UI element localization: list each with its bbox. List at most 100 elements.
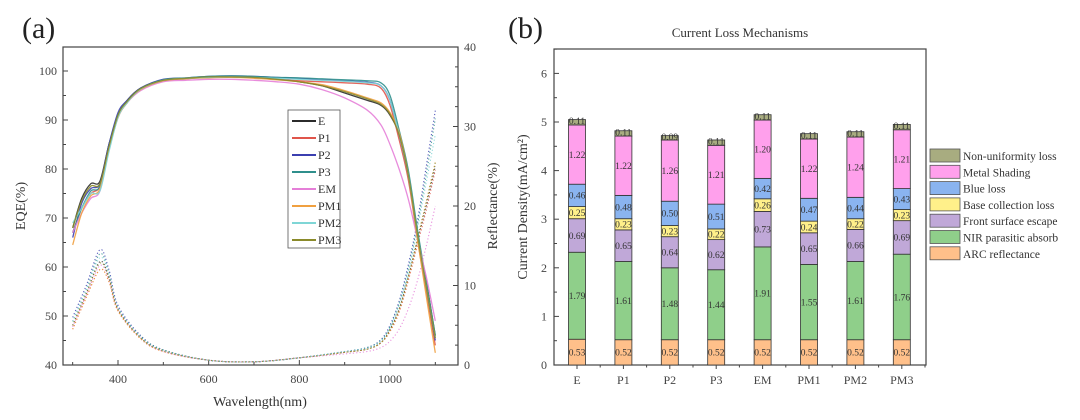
legend-label-pm2: PM2: [318, 216, 341, 230]
bar-segment-label: 0.52: [893, 349, 910, 359]
bar-segment-label: 0.11: [894, 122, 911, 132]
bar-segment-label: 0.50: [661, 210, 678, 220]
legend-swatch-b: [929, 148, 961, 163]
reflectance-curves: [72, 110, 436, 363]
legend-label-b: Blue loss: [963, 184, 1006, 196]
bar-segment-label: 0.11: [801, 131, 818, 141]
bar-stack-pm1: 0.52 1.55 0.65 0.24 0.47 1.22 0.11: [800, 131, 818, 366]
bar-segment-label: 0.23: [661, 227, 678, 237]
bar-stack-em: 0.52 1.91 0.73 0.26 0.42 1.20 0.11: [753, 112, 772, 366]
bar-segment: [707, 139, 726, 146]
bar-segment: [660, 135, 679, 141]
bar-segment-label: 0.52: [801, 349, 818, 359]
y-axis-b: 0 1 2 3 4 5 6: [541, 48, 559, 372]
bar-segment-label: 0.44: [847, 204, 864, 214]
y-axis-title-b: Current Density(mA/cm²): [516, 134, 531, 280]
legend-label-p3: P3: [318, 165, 331, 179]
bar-stack-e: 0.53 1.79 0.69 0.25 0.46 1.22 0.11: [568, 117, 586, 366]
bar-segment: [753, 114, 772, 121]
y2-tick-label-a: 40: [464, 40, 476, 54]
bar-segment-label: 0.51: [708, 213, 725, 223]
y-tick-label-b: 2: [541, 261, 547, 275]
panel-label-b: (b): [508, 12, 543, 45]
y-tick-label-a: 100: [39, 64, 57, 78]
bar-segment-label: 0.11: [754, 112, 771, 122]
reflectance-line-e: [72, 166, 436, 363]
y-tick-label-b: 0: [541, 358, 547, 372]
bar-segment-label: 1.20: [754, 146, 771, 156]
x-tick-label-b: P2: [663, 373, 676, 387]
y-tick-label-a: 80: [45, 162, 57, 176]
bar-segment: [614, 130, 633, 137]
bar-segment-label: 0.26: [754, 201, 771, 211]
bar-segment-label: 1.48: [661, 300, 678, 310]
bar-segment-label: 0.09: [661, 133, 678, 143]
eqe-line-p3: [72, 75, 436, 336]
reflectance-line-p2: [72, 110, 436, 363]
bar-segment: [892, 124, 911, 131]
bar-segment-label: 0.47: [801, 206, 818, 216]
legend-label-e: E: [318, 114, 325, 128]
bar-segment-label: 0.11: [847, 129, 864, 139]
bar-segment-label: 0.65: [615, 242, 632, 252]
x-tick-label-b: EM: [754, 373, 772, 387]
bar-segment-label: 1.76: [893, 293, 910, 303]
legend-a: E P1 P2 P3 EM PM1 PM2 PM3: [287, 109, 341, 249]
eqe-line-pm1: [72, 76, 436, 353]
reflectance-line-pm3: [72, 162, 436, 363]
y-tick-label-a: 60: [45, 260, 57, 274]
legend-label-b: Front surface escape: [963, 216, 1058, 228]
panel-b-current-loss-chart: (b) Current Loss Mechanisms 0 1 2 3 4 5 6 0.53…: [508, 12, 1058, 387]
bar-segment-label: 0.23: [615, 221, 632, 231]
y-tick-label-b: 6: [541, 66, 547, 80]
bar-segment-label: 1.22: [615, 162, 632, 172]
bar-segment-label: 0.52: [661, 349, 678, 359]
bar-segment-label: 0.53: [569, 348, 586, 358]
x-tick-label-b: P1: [617, 373, 630, 387]
x-axis-title-a: Wavelength(nm): [213, 395, 307, 410]
bar-segment-label: 0.69: [569, 232, 586, 242]
bar-segment-label: 0.22: [708, 231, 725, 241]
legend-swatch-b: [929, 181, 961, 196]
x-tick-label-b: PM1: [797, 373, 820, 387]
bar-segment-label: 0.73: [754, 225, 771, 235]
eqe-line-pm3: [72, 76, 436, 339]
reflectance-line-pm2: [72, 134, 436, 363]
y2-tick-label-a: 20: [464, 199, 476, 213]
legend-box-a: [287, 109, 341, 249]
y-tick-label-b: 3: [541, 212, 547, 226]
bar-segment-label: 0.52: [615, 349, 632, 359]
bar-segment-label: 1.21: [893, 155, 910, 165]
x-tick-label-b: PM3: [890, 373, 913, 387]
bar-stack-pm3: 0.52 1.76 0.69 0.23 0.43 1.21 0.11: [892, 122, 911, 366]
bar-segment-label: 0.24: [801, 223, 818, 233]
y-tick-label-a: 50: [45, 309, 57, 323]
bar-segment-label: 1.61: [615, 297, 632, 307]
bar-segment-label: 0.11: [708, 138, 725, 148]
bar-segment-label: 0.69: [893, 234, 910, 244]
x-axis-a: 400 600 800 1000: [72, 360, 436, 386]
x-axis-b: E P1 P2 P3 EM PM1 PM2 PM3: [573, 365, 926, 387]
plot-frame-b: [553, 48, 927, 366]
legend-label-pm3: PM3: [318, 233, 341, 247]
bar-segment-label: 1.79: [569, 292, 586, 302]
bar-segment-label: 0.25: [569, 209, 586, 219]
reflectance-line-p1: [72, 170, 436, 363]
reflectance-line-p3: [72, 118, 436, 363]
eqe-line-p1: [72, 76, 436, 346]
bar-segment-label: 0.11: [569, 117, 586, 127]
x-tick-label-b: P3: [710, 373, 723, 387]
y-axis-right-a: 0 10 20 30 40: [453, 40, 476, 372]
y-axis-title-a: EQE(%): [14, 182, 29, 231]
bar-stack-pm2: 0.52 1.61 0.66 0.22 0.44 1.24 0.11: [846, 129, 865, 366]
bar-segment-label: 1.21: [708, 171, 725, 181]
bar-segment-label: 0.62: [708, 251, 725, 261]
legend-label-b: Non-uniformity loss: [963, 151, 1057, 163]
plot-frame-a: [62, 46, 459, 366]
y-tick-label-b: 1: [541, 309, 547, 323]
legend-swatch-b: [929, 197, 961, 212]
x-tick-label-b: PM2: [844, 373, 867, 387]
legend-label-b: Metal Shading: [963, 167, 1031, 179]
legend-label-b: Base collection loss: [963, 200, 1055, 212]
